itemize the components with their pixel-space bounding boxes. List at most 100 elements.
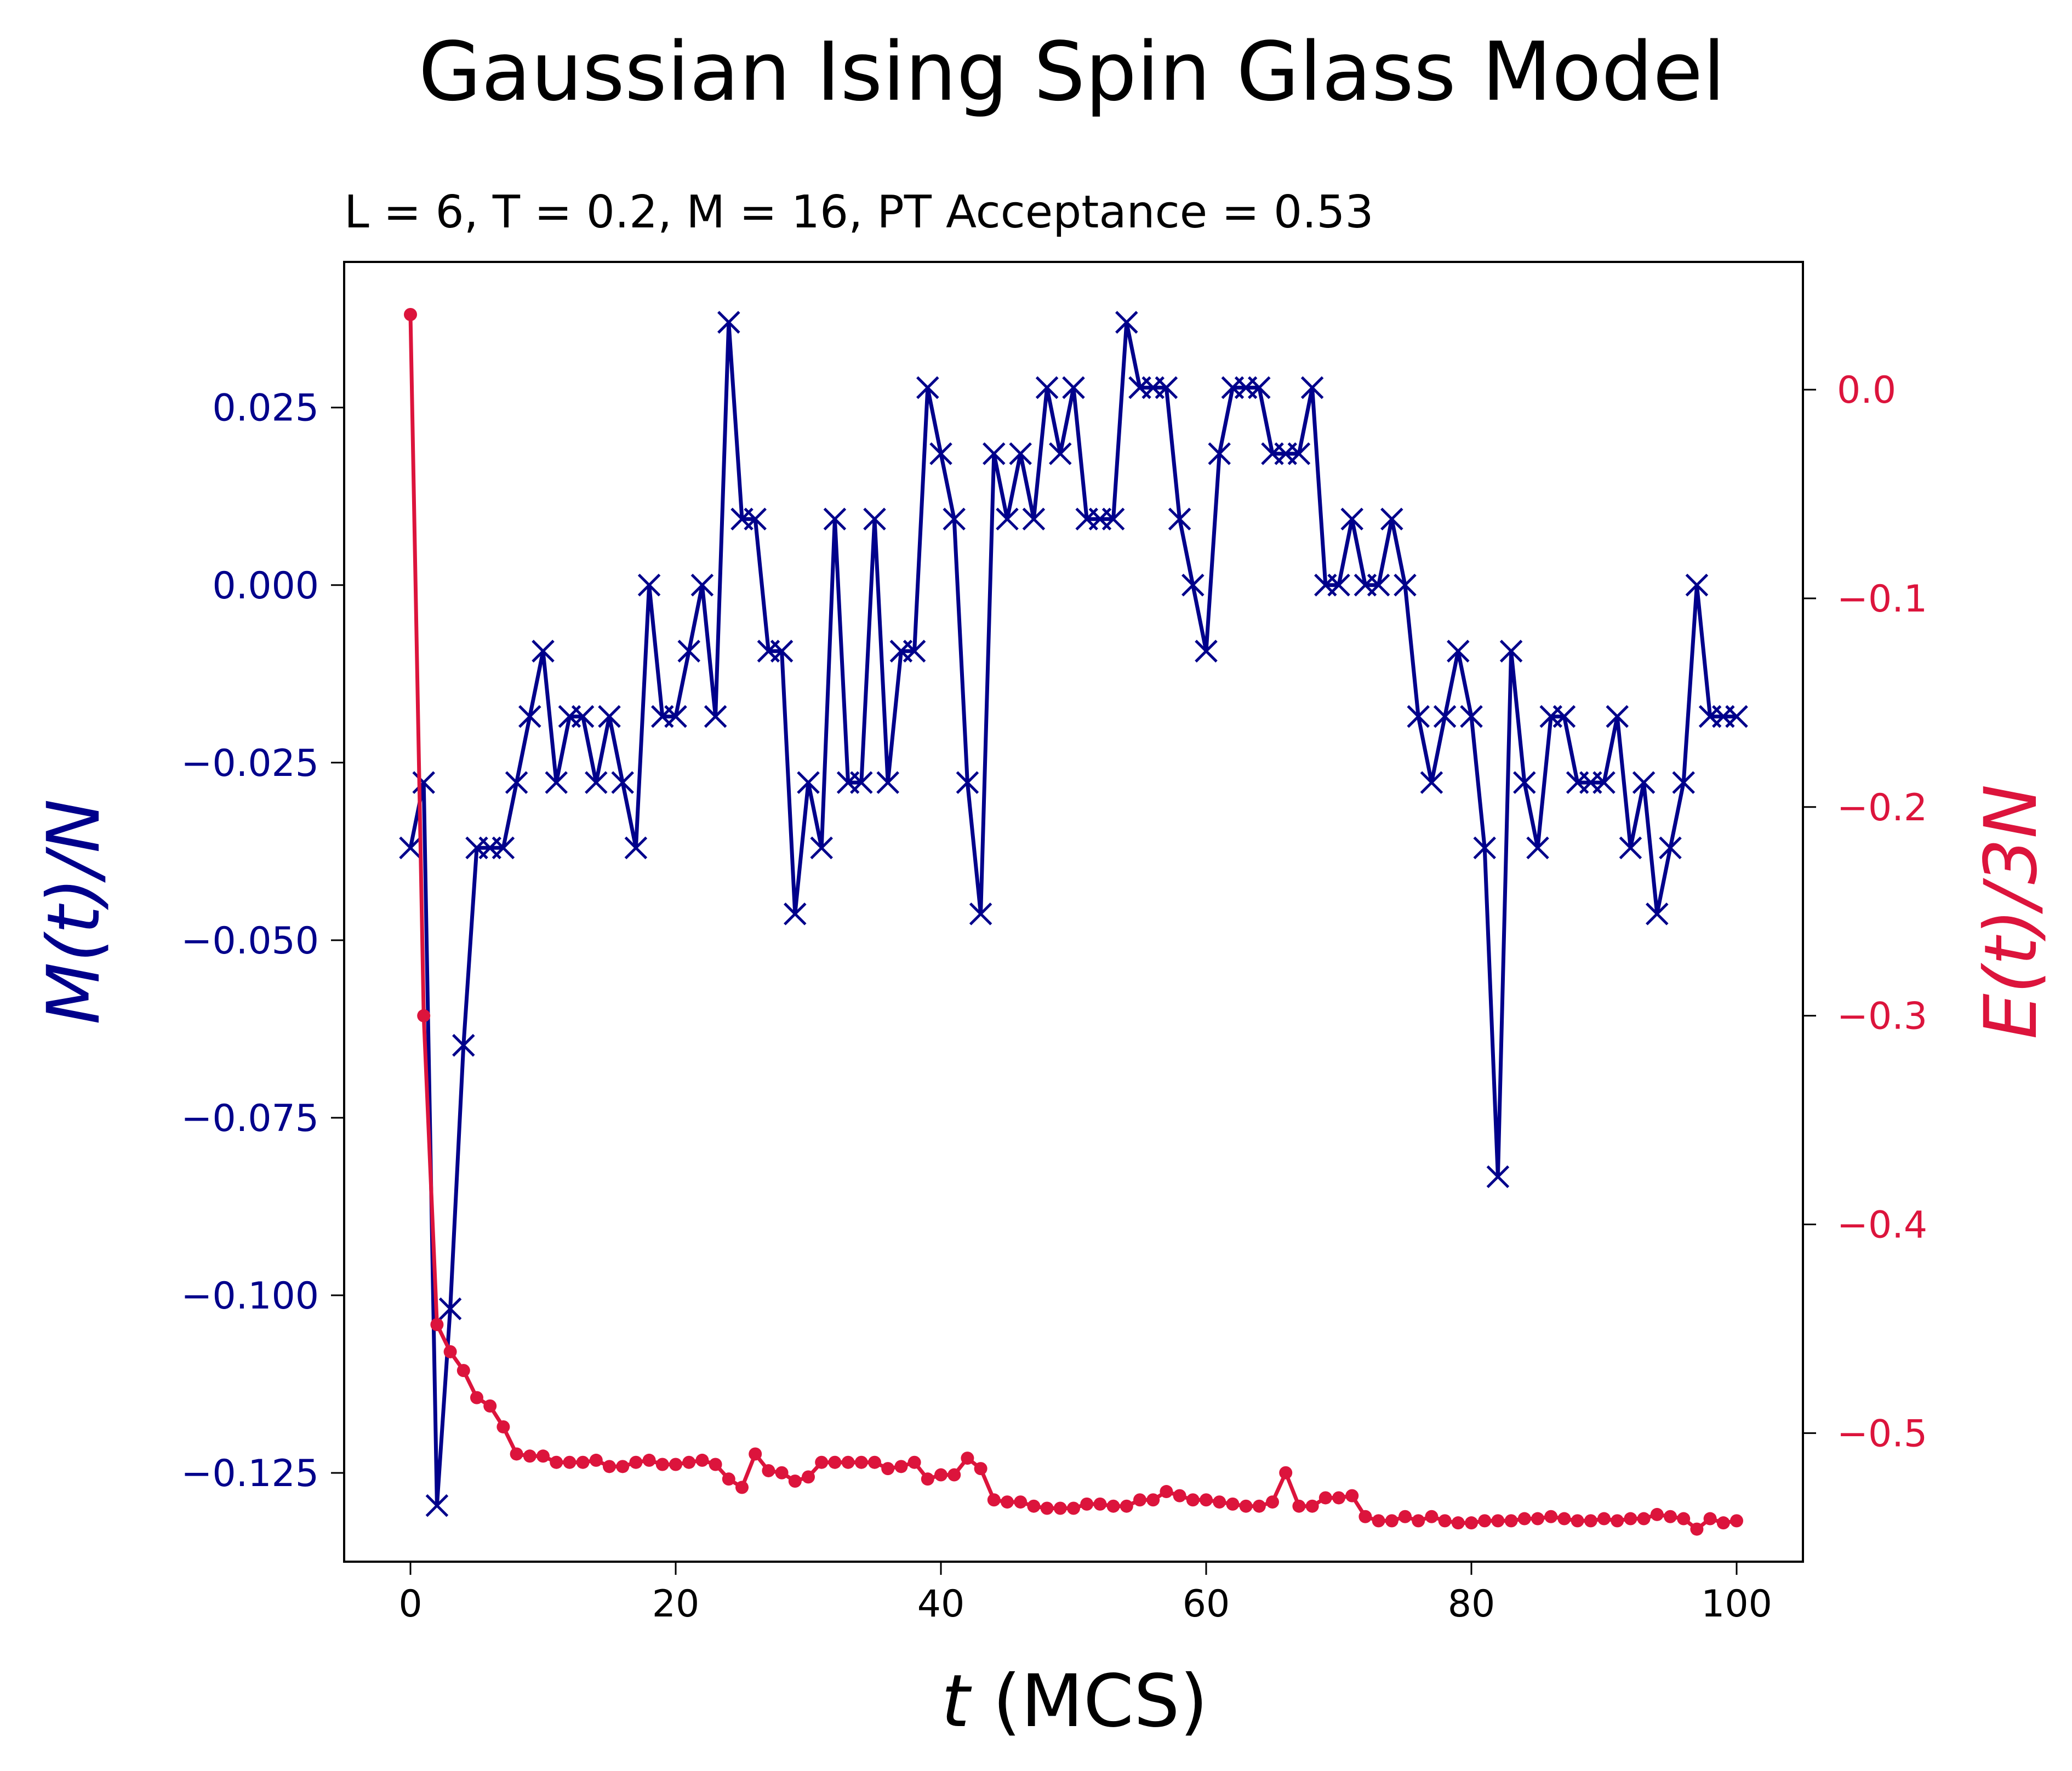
- energy-point: [974, 1462, 988, 1476]
- magnetization-point: [1513, 771, 1536, 794]
- energy-point: [1200, 1493, 1213, 1507]
- magnetization-point: [399, 836, 422, 860]
- energy-point: [1637, 1512, 1651, 1526]
- energy-series: [404, 307, 1743, 1536]
- y-left-axis-label: M(t)/N: [32, 799, 116, 1025]
- magnetization-point: [677, 639, 700, 663]
- energy-point: [1451, 1516, 1465, 1530]
- energy-point: [404, 307, 417, 321]
- magnetization-point: [585, 771, 608, 794]
- energy-point: [655, 1458, 669, 1471]
- x-axis-label: t (MCS): [941, 1659, 1208, 1744]
- energy-point: [1345, 1489, 1359, 1503]
- magnetization-point: [1685, 573, 1709, 597]
- energy-point: [695, 1453, 709, 1467]
- y-left-tick-label: 0.000: [212, 564, 319, 608]
- magnetization-point: [969, 902, 992, 926]
- energy-point: [815, 1455, 829, 1469]
- energy-point: [603, 1460, 616, 1473]
- energy-point: [510, 1447, 523, 1461]
- magnetization-point: [1420, 771, 1443, 794]
- magnetization-point: [996, 507, 1019, 530]
- energy-point: [828, 1455, 842, 1469]
- x-tick-label: 60: [1183, 1583, 1230, 1626]
- magnetization-point: [1300, 376, 1324, 399]
- energy-point: [868, 1455, 881, 1469]
- energy-point: [894, 1460, 908, 1473]
- magnetization-point: [624, 836, 648, 860]
- energy-point: [1014, 1495, 1028, 1509]
- magnetization-point: [412, 771, 435, 794]
- energy-point: [1557, 1512, 1571, 1526]
- energy-point: [629, 1455, 643, 1469]
- energy-point: [669, 1458, 682, 1471]
- energy-point: [1358, 1510, 1372, 1523]
- energy-point: [1160, 1485, 1173, 1499]
- magnetization-point: [637, 573, 661, 597]
- magnetization-series: [399, 311, 1748, 1517]
- energy-point: [1305, 1499, 1319, 1513]
- energy-point: [1133, 1493, 1146, 1507]
- energy-point: [1080, 1497, 1094, 1511]
- energy-point: [841, 1455, 855, 1469]
- y-left-tick-label: −0.125: [181, 1452, 319, 1495]
- energy-point: [709, 1458, 722, 1471]
- energy-point: [987, 1493, 1001, 1507]
- magnetization-point: [452, 1033, 475, 1057]
- magnetization-point: [690, 573, 714, 597]
- magnetization-point: [903, 639, 926, 663]
- magnetization-point: [1208, 442, 1231, 465]
- magnetization-point: [571, 705, 595, 728]
- energy-point: [749, 1447, 762, 1461]
- axes-frame: [343, 261, 1804, 1563]
- magnetization-point: [823, 507, 847, 530]
- energy-point: [1504, 1514, 1518, 1528]
- energy-point: [1027, 1499, 1041, 1513]
- energy-point: [523, 1449, 536, 1463]
- energy-point: [1597, 1512, 1611, 1526]
- magnetization-point: [438, 1297, 462, 1321]
- x-axis-label-variable: t: [941, 1659, 972, 1744]
- magnetization-point: [664, 705, 687, 728]
- x-axis-label-unit: (MCS): [969, 1659, 1208, 1744]
- y-right-tick-label: −0.2: [1837, 786, 1927, 830]
- energy-point: [1425, 1510, 1439, 1523]
- magnetization-point: [1340, 507, 1363, 530]
- energy-point: [1703, 1512, 1717, 1526]
- energy-point: [934, 1468, 947, 1482]
- energy-point: [881, 1462, 895, 1476]
- x-tick-label: 100: [1701, 1583, 1772, 1626]
- energy-point: [430, 1318, 444, 1332]
- magnetization-point: [1619, 836, 1642, 860]
- magnetization-point: [1022, 507, 1046, 530]
- magnetization-point: [1168, 507, 1191, 530]
- y-right-tick-label: 0.0: [1837, 369, 1896, 412]
- energy-point: [1677, 1512, 1691, 1526]
- magnetization-point: [1592, 771, 1616, 794]
- magnetization-point: [943, 507, 966, 530]
- energy-point: [1571, 1514, 1584, 1528]
- magnetization-point: [850, 771, 873, 794]
- x-tick-label: 20: [652, 1583, 700, 1626]
- y-left-tick-label: −0.050: [181, 919, 319, 963]
- energy-point: [762, 1464, 775, 1477]
- energy-point: [589, 1453, 603, 1467]
- energy-point: [483, 1399, 497, 1413]
- y-right-tick-label: −0.1: [1837, 578, 1927, 621]
- x-tick-label: 80: [1448, 1583, 1496, 1626]
- energy-point: [1332, 1491, 1345, 1505]
- magnetization-point: [929, 442, 952, 465]
- chart-subtitle: L = 6, T = 0.2, M = 16, PT Acceptance = …: [344, 186, 1374, 238]
- energy-point: [1438, 1514, 1452, 1528]
- x-tick-label: 40: [917, 1583, 965, 1626]
- energy-point: [1053, 1501, 1067, 1515]
- magnetization-point: [1606, 705, 1629, 728]
- energy-point: [1173, 1489, 1186, 1503]
- energy-point: [417, 1009, 431, 1022]
- magnetization-point: [1101, 507, 1125, 530]
- energy-point: [947, 1468, 961, 1482]
- magnetization-point: [1394, 573, 1417, 597]
- energy-point: [1001, 1495, 1014, 1509]
